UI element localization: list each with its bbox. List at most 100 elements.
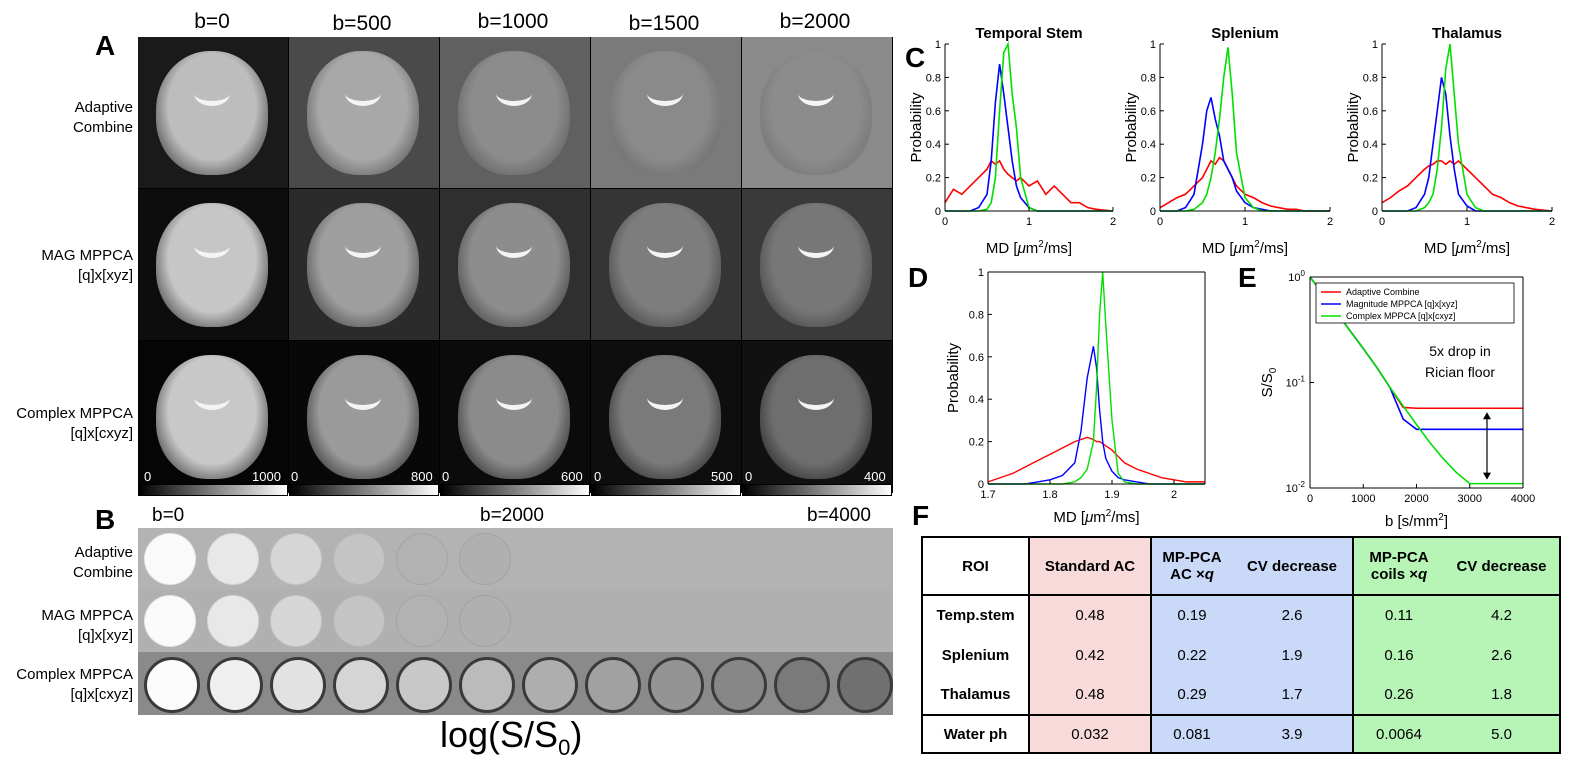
x-tick-label: 1.9: [1104, 489, 1119, 501]
corpus-callosum-shape: [345, 385, 381, 410]
label-part: b [s/mm: [1385, 513, 1438, 530]
phantom-disc: [711, 657, 767, 713]
a-row-label-mag: MAG MPPCA [q]x[xyz]: [0, 246, 133, 286]
a-scale-min-4: 0: [745, 469, 753, 484]
phantom-disc: [144, 595, 196, 647]
cell-standard-ac: 0.032: [1028, 714, 1152, 754]
a-row-label-line: Adaptive: [74, 99, 133, 116]
q-italic: q: [1417, 566, 1428, 583]
b-row-label-line: [q]x[xyz]: [77, 627, 133, 644]
table-row: Thalamus 0.48 0.29 1.7 0.26 1.8: [921, 675, 1561, 716]
y-tick-label: 0.4: [1363, 139, 1378, 151]
phantom-disc: [585, 657, 641, 713]
b-label-4000: b=4000: [807, 505, 871, 526]
brain-shape: [609, 355, 721, 479]
cell-mp-coils: 0.16: [1352, 635, 1444, 675]
corpus-callosum-shape: [496, 81, 532, 106]
x-axis-label: b [s/mm2]: [1385, 512, 1448, 530]
y-tick-label: 0.2: [1363, 173, 1378, 185]
a-scale-max-3: 500: [711, 469, 733, 484]
tick-exponent: 0: [1301, 269, 1306, 278]
colorbar: [138, 484, 288, 496]
a-row-label-line: Complex MPPCA: [16, 405, 133, 422]
y-tick-label: 10-1: [1286, 375, 1306, 390]
cell-standard-ac: 0.42: [1028, 635, 1152, 675]
y-axis-label: Probability: [908, 92, 925, 163]
corpus-callosum-shape: [345, 233, 381, 258]
x-axis-label: MD [μm2/ms]: [1053, 508, 1139, 526]
panel-a-colorbars: [138, 484, 893, 496]
corpus-callosum-shape: [194, 81, 230, 106]
x-tick-label: 1: [1026, 216, 1032, 228]
phantom-disc: [459, 595, 511, 647]
label-part: μ: [1233, 240, 1242, 257]
brain-shape: [458, 355, 570, 479]
y-tick-label: 1: [935, 39, 941, 51]
tick-exponent: -2: [1298, 480, 1306, 489]
corpus-callosum-shape: [798, 385, 834, 410]
label-part: m: [1464, 240, 1477, 257]
label-part: MD [: [1053, 509, 1085, 526]
brain-slice-image: [591, 189, 741, 340]
brain-shape: [156, 51, 268, 175]
b-caption-end: ): [570, 714, 583, 755]
phantom-disc: [270, 595, 322, 647]
phantom-disc: [144, 533, 196, 585]
y-tick-label: 0.4: [926, 139, 941, 151]
q-italic: q: [1204, 566, 1214, 583]
y-tick-label: 0: [1372, 206, 1378, 218]
label-part: /ms]: [1111, 509, 1139, 526]
x-tick-label: 0: [1307, 493, 1313, 505]
x-tick-label: 4000: [1511, 493, 1535, 505]
cell-roi: Water ph: [921, 714, 1030, 754]
y-axis-label: Probability: [1123, 92, 1140, 163]
brain-shape: [307, 355, 419, 479]
b-caption-main: log(S/S: [440, 714, 559, 755]
brain-shape: [156, 203, 268, 327]
y-tick-label: 0.6: [1363, 106, 1378, 118]
panel-label-d: D: [908, 262, 929, 293]
colorbar: [440, 484, 590, 496]
label-part: m: [1093, 509, 1106, 526]
phantom-disc: [207, 533, 259, 585]
col-header-line: coils ×q: [1370, 566, 1428, 583]
brain-slice-image: [138, 37, 288, 188]
y-tick-label: 0.2: [926, 173, 941, 185]
plot-title: Thalamus: [1432, 25, 1502, 42]
label-part: /ms]: [1260, 240, 1288, 257]
label-part: MD [: [986, 240, 1018, 257]
brain-slice-image: [591, 341, 741, 492]
corpus-callosum-shape: [496, 233, 532, 258]
brain-slice-image: [289, 189, 439, 340]
tick-base: 10: [1288, 272, 1300, 284]
cell-roi: Splenium: [921, 635, 1030, 675]
label-part: 0: [1268, 367, 1279, 373]
plot-title: Splenium: [1211, 25, 1279, 42]
x-axis-label: MD [μm2/ms]: [986, 239, 1072, 257]
y-tick-label: 10-2: [1286, 480, 1306, 495]
y-tick-label: 1: [978, 267, 984, 279]
a-scale-max-1: 800: [411, 469, 433, 484]
phantom-row: [138, 652, 893, 715]
y-tick-label: 0: [935, 206, 941, 218]
col-header-text: AC ×q: [1170, 566, 1214, 583]
y-tick-label: 0.6: [969, 352, 984, 364]
cell-mp-coils: 0.11: [1352, 594, 1444, 635]
corpus-callosum-shape: [647, 385, 683, 410]
y-tick-label: 0.8: [926, 72, 941, 84]
cell-mp-ac: 0.19: [1150, 594, 1232, 635]
y-tick-label: 1: [1150, 39, 1156, 51]
legend-box: [1315, 282, 1515, 324]
cell-cv-decrease-2: 4.2: [1444, 594, 1561, 635]
table-row: Water ph 0.032 0.081 3.9 0.0064 5.0: [921, 714, 1561, 754]
y-tick-label: 0.6: [1141, 106, 1156, 118]
label-part: m: [1026, 240, 1039, 257]
plot-area: [1160, 44, 1330, 211]
series-line-red: [987, 436, 1205, 483]
series-line-red: [944, 159, 1114, 212]
b-label-2000: b=2000: [480, 505, 544, 526]
phantom-disc: [396, 657, 452, 713]
b-row-label-line: Complex MPPCA: [16, 666, 133, 683]
x-tick-label: 1000: [1351, 493, 1375, 505]
